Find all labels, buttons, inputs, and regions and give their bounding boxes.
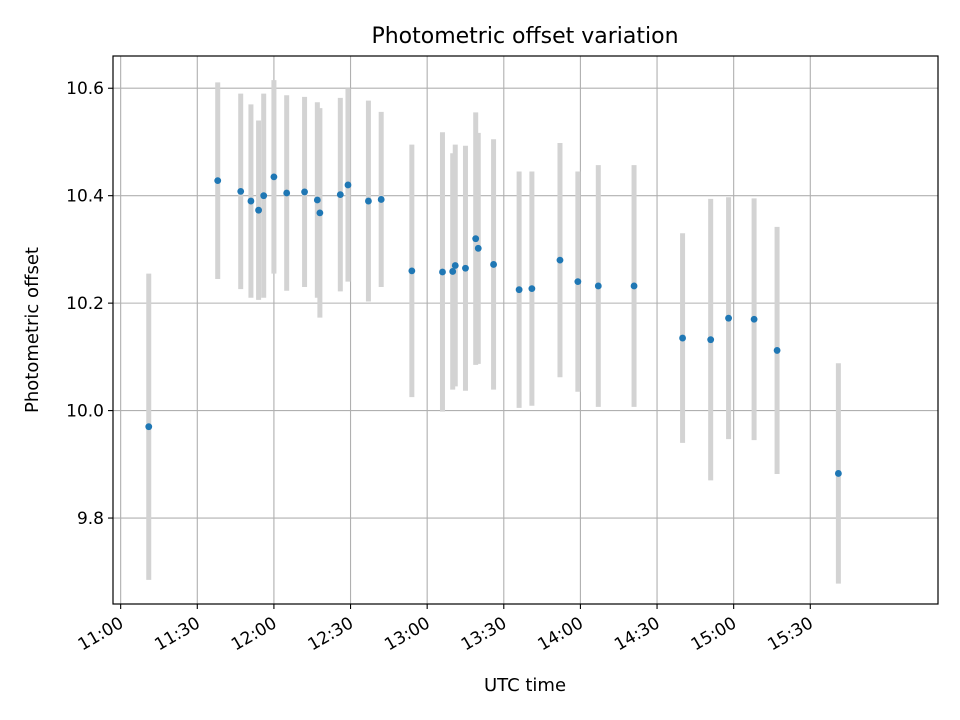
y-tick-label: 10.0	[66, 402, 104, 422]
data-point	[247, 197, 255, 205]
data-point	[574, 278, 582, 286]
data-point	[439, 268, 446, 276]
data-point	[451, 262, 459, 269]
data-point	[515, 286, 523, 294]
data-point	[490, 261, 497, 268]
data-point	[834, 470, 842, 477]
data-point	[556, 256, 564, 264]
y-tick-label: 10.6	[66, 79, 104, 99]
data-point	[679, 334, 686, 342]
y-tick-label: 10.2	[66, 294, 104, 314]
data-point	[474, 244, 482, 252]
chart-title: Photometric offset variation	[371, 24, 678, 49]
data-point	[408, 267, 416, 275]
data-points	[145, 173, 842, 477]
data-point	[344, 181, 352, 189]
data-point	[449, 268, 457, 275]
data-point	[528, 285, 536, 293]
data-point	[377, 196, 385, 203]
data-point	[462, 264, 469, 272]
data-point	[237, 187, 245, 195]
data-point	[630, 282, 638, 290]
data-point	[594, 282, 602, 290]
data-point	[472, 235, 480, 243]
y-axis-label: Photometric offset	[22, 247, 43, 413]
data-point	[336, 191, 344, 199]
data-point	[725, 314, 732, 322]
data-point	[750, 315, 758, 323]
data-point	[301, 188, 308, 196]
x-axis-label: UTC time	[484, 675, 566, 696]
data-point	[145, 423, 153, 431]
y-tick-label: 10.4	[66, 187, 104, 207]
data-point	[316, 209, 324, 217]
y-axis: 9.8 10.0 10.2 10.4 10.6	[66, 79, 113, 529]
data-point	[214, 177, 222, 185]
data-point	[270, 173, 278, 181]
data-point	[283, 189, 291, 197]
y-tick-label: 9.8	[77, 509, 104, 529]
data-point	[773, 347, 781, 354]
data-point	[707, 336, 715, 344]
data-point	[365, 197, 372, 205]
data-point	[313, 196, 321, 204]
plot-frame	[112, 55, 939, 605]
data-point	[255, 206, 262, 214]
data-point	[260, 192, 268, 200]
